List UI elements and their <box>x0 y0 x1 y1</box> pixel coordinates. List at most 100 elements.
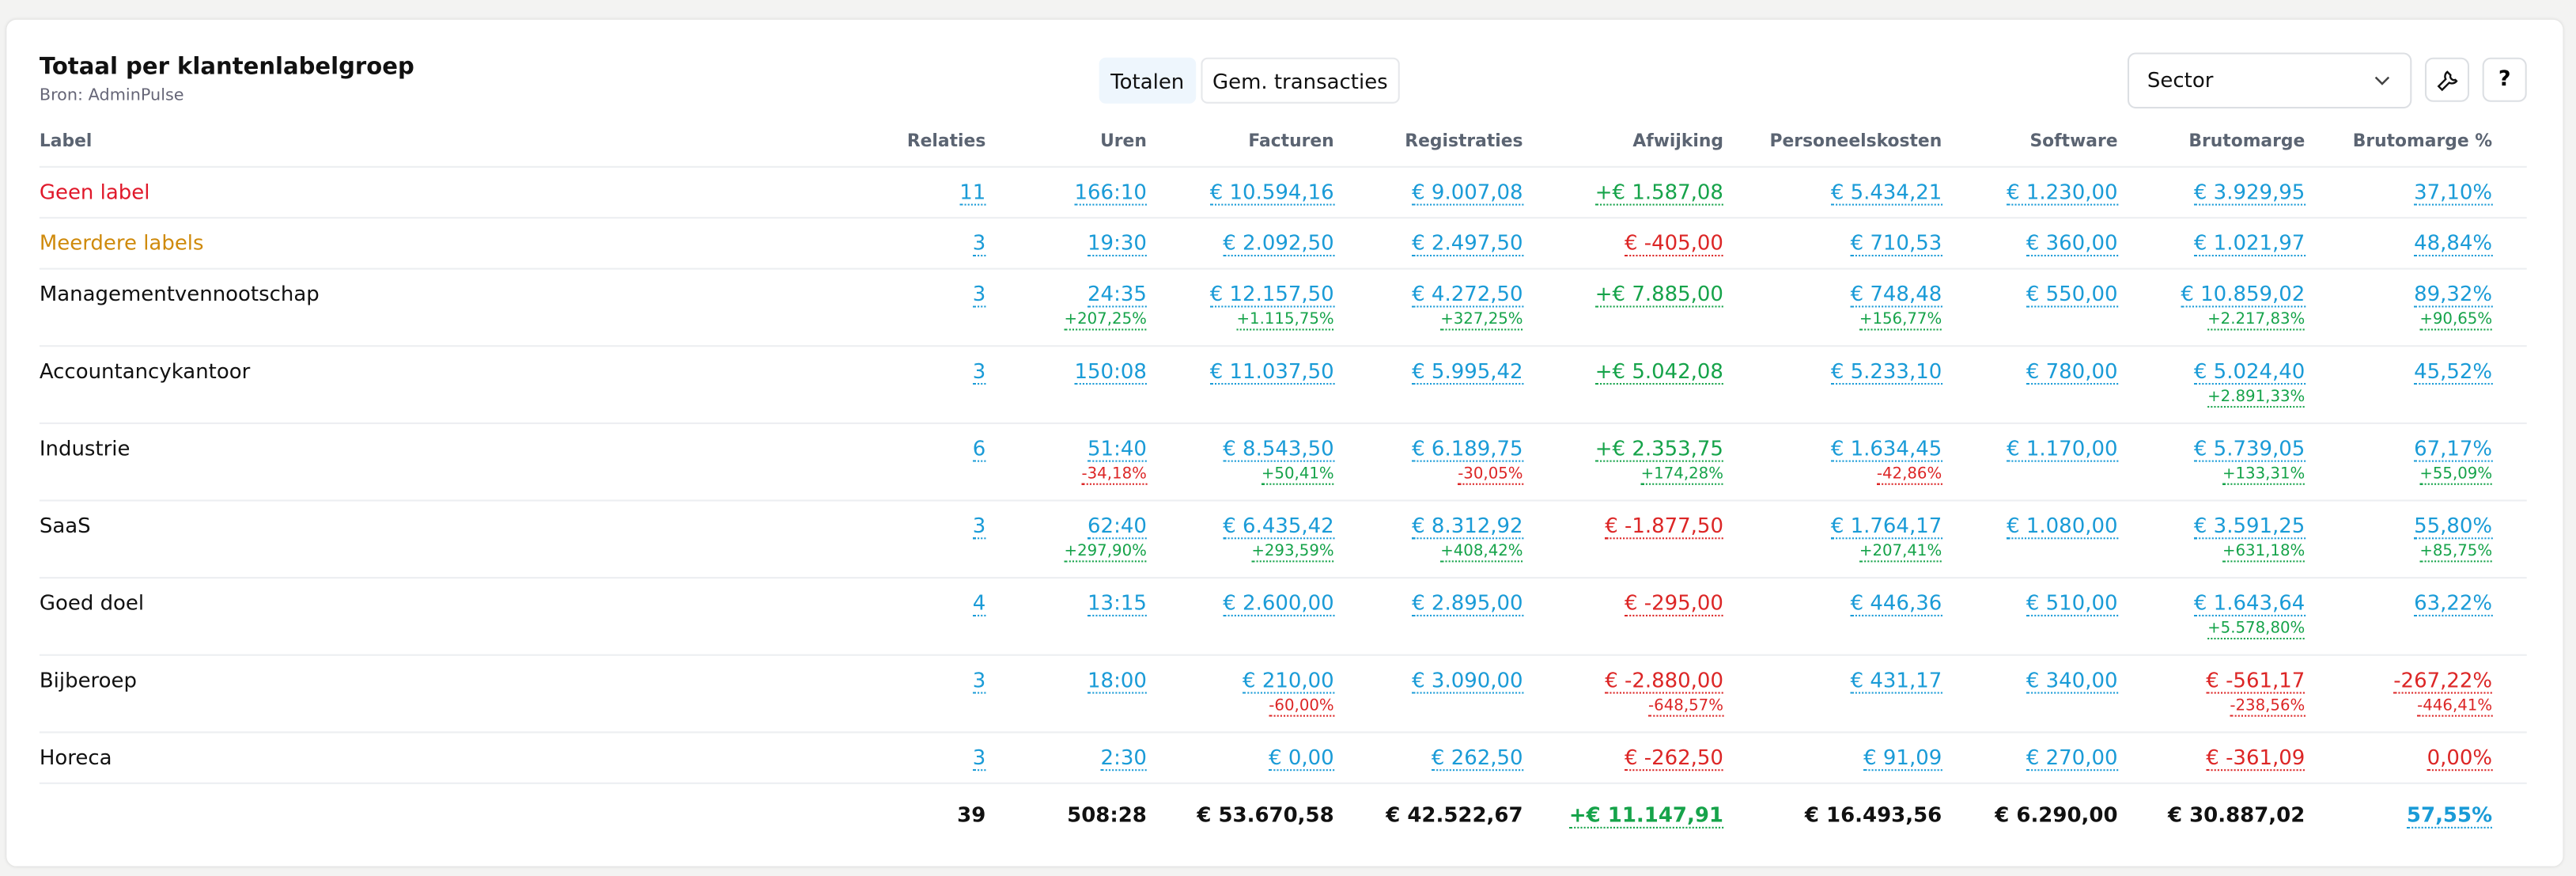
cell-value[interactable]: € 431,17 <box>1850 667 1942 694</box>
cell-value[interactable]: 55,80% <box>2414 513 2493 540</box>
tab[interactable]: Gem. transacties <box>1201 57 1400 104</box>
cell-value[interactable]: +€ 7.885,00 <box>1594 281 1723 308</box>
cell-value[interactable]: € 3.090,00 <box>1412 667 1523 694</box>
cell-value[interactable]: 150:08 <box>1074 358 1147 385</box>
cell-value[interactable]: € 8.312,92 <box>1412 513 1523 540</box>
cell-value[interactable]: € 5.233,10 <box>1830 358 1942 385</box>
cell-value[interactable]: 11 <box>959 179 986 206</box>
cell-value[interactable]: -267,22% <box>2393 667 2493 694</box>
cell-value[interactable]: 18:00 <box>1088 667 1147 694</box>
cell-value[interactable]: € 5.739,05 <box>2193 435 2306 462</box>
cell-value[interactable]: € 748,48 <box>1850 281 1942 308</box>
cell-delta: +5.578,80% <box>2207 620 2306 640</box>
cell-value[interactable]: € 91,09 <box>1863 745 1942 772</box>
cell-value[interactable]: € 510,00 <box>2026 590 2118 616</box>
help-button[interactable]: ? <box>2482 57 2527 102</box>
cell-value[interactable]: € 210,00 <box>1243 667 1334 694</box>
cell-value[interactable]: € 1.643,64 <box>2193 590 2306 616</box>
column-header: Afwijking <box>1632 131 1723 152</box>
cell-value[interactable]: € 6.189,75 <box>1412 435 1523 462</box>
cell-value[interactable]: € -1.877,50 <box>1605 513 1723 540</box>
cell-value[interactable]: € 1.230,00 <box>2007 179 2118 206</box>
cell-value[interactable]: € 11.037,50 <box>1209 358 1334 385</box>
chevron <box>2374 76 2390 85</box>
cell-value[interactable]: 3 <box>972 281 986 308</box>
cell-value[interactable]: 62:40 <box>1088 513 1147 540</box>
cell-value[interactable]: 67,17% <box>2414 435 2493 462</box>
cell-value[interactable]: € 446,36 <box>1850 590 1942 616</box>
row-label: Geen label <box>39 179 150 204</box>
cell-value[interactable]: € 780,00 <box>2026 358 2118 385</box>
tab[interactable]: Totalen <box>1099 57 1196 104</box>
cell-value[interactable]: 2:30 <box>1100 745 1147 772</box>
row-label: Goed doel <box>39 590 145 615</box>
cell-value[interactable]: € 710,53 <box>1850 230 1942 257</box>
cell-value[interactable]: 89,32% <box>2414 281 2493 308</box>
divider <box>39 782 2527 784</box>
cell-value[interactable]: € 6.435,42 <box>1223 513 1334 540</box>
cell-value[interactable]: € -405,00 <box>1624 230 1723 257</box>
cell-value[interactable]: € 1.634,45 <box>1830 435 1942 462</box>
cell-value[interactable]: € 270,00 <box>2026 745 2118 772</box>
cell-value[interactable]: € 12.157,50 <box>1209 281 1334 308</box>
cell-value[interactable]: 3 <box>972 667 986 694</box>
cell-value[interactable]: € 550,00 <box>2026 281 2118 308</box>
cell-value[interactable]: € 262,50 <box>1431 745 1523 772</box>
cell-value[interactable]: € 1.021,97 <box>2193 230 2306 257</box>
cell-value[interactable]: € 5.434,21 <box>1830 179 1942 206</box>
cell-value[interactable]: 48,84% <box>2414 230 2493 257</box>
cell-delta: -34,18% <box>1081 465 1147 485</box>
cell-value[interactable]: € 1.764,17 <box>1830 513 1942 540</box>
cell-value[interactable]: 3 <box>972 358 986 385</box>
cell-value[interactable]: € 2.497,50 <box>1412 230 1523 257</box>
cell-value[interactable]: 6 <box>972 435 986 462</box>
cell-value[interactable]: +€ 5.042,08 <box>1594 358 1723 385</box>
cell-value[interactable]: € 2.092,50 <box>1223 230 1334 257</box>
cell-value[interactable]: € 3.929,95 <box>2193 179 2306 206</box>
total-value: € 30.887,02 <box>2167 802 2306 827</box>
cell-value[interactable]: € 5.024,40 <box>2193 358 2306 385</box>
cell-value[interactable]: € -2.880,00 <box>1605 667 1723 694</box>
cell-value[interactable]: € 360,00 <box>2026 230 2118 257</box>
cell-value[interactable]: 0,00% <box>2427 745 2493 772</box>
cell-value[interactable]: +€ 2.353,75 <box>1594 435 1723 462</box>
cell-value[interactable]: € -361,09 <box>2206 745 2306 772</box>
cell-value[interactable]: € 9.007,08 <box>1412 179 1523 206</box>
cell-value[interactable]: € 10.594,16 <box>1209 179 1334 206</box>
cell-value[interactable]: € 1.170,00 <box>2007 435 2118 462</box>
cell-value[interactable]: € 0,00 <box>1269 745 1334 772</box>
cell-value[interactable]: 13:15 <box>1088 590 1147 616</box>
cell-value[interactable]: € 2.600,00 <box>1223 590 1334 616</box>
cell-delta: -42,86% <box>1876 465 1942 485</box>
cell-value[interactable]: 45,52% <box>2414 358 2493 385</box>
cell-value[interactable]: € 5.995,42 <box>1412 358 1523 385</box>
cell-value[interactable]: 166:10 <box>1074 179 1147 206</box>
cell-value[interactable]: € 4.272,50 <box>1412 281 1523 308</box>
cell-value[interactable]: € 10.859,02 <box>2181 281 2306 308</box>
cell-value[interactable]: € -262,50 <box>1624 745 1723 772</box>
cell-value[interactable]: € -561,17 <box>2206 667 2306 694</box>
cell-value[interactable]: 51:40 <box>1088 435 1147 462</box>
column-header: Brutomarge % <box>2352 131 2493 152</box>
cell-value[interactable]: 3 <box>972 230 986 257</box>
select[interactable]: Sector <box>2127 52 2412 109</box>
cell-value[interactable]: € -295,00 <box>1624 590 1723 616</box>
cell-value[interactable]: € 8.543,50 <box>1223 435 1334 462</box>
total-value: € 53.670,58 <box>1197 802 1334 827</box>
cell-value[interactable]: 3 <box>972 745 986 772</box>
cell-value[interactable]: € 1.080,00 <box>2007 513 2118 540</box>
cell-value[interactable]: 4 <box>972 590 986 616</box>
cell-value[interactable]: 37,10% <box>2414 179 2493 206</box>
cell-delta: -30,05% <box>1458 465 1523 485</box>
cell-value[interactable]: € 2.895,00 <box>1412 590 1523 616</box>
cell-value[interactable]: 63,22% <box>2414 590 2493 616</box>
divider <box>39 422 2527 424</box>
cell-value[interactable]: +€ 1.587,08 <box>1594 179 1723 206</box>
cell-delta: -60,00% <box>1269 697 1334 717</box>
cell-value[interactable]: 3 <box>972 513 986 540</box>
cell-value[interactable]: 24:35 <box>1088 281 1147 308</box>
cell-value[interactable]: € 3.591,25 <box>2193 513 2306 540</box>
cell-value[interactable]: € 340,00 <box>2026 667 2118 694</box>
cell-value[interactable]: 19:30 <box>1088 230 1147 257</box>
settings-button[interactable] <box>2424 57 2470 102</box>
